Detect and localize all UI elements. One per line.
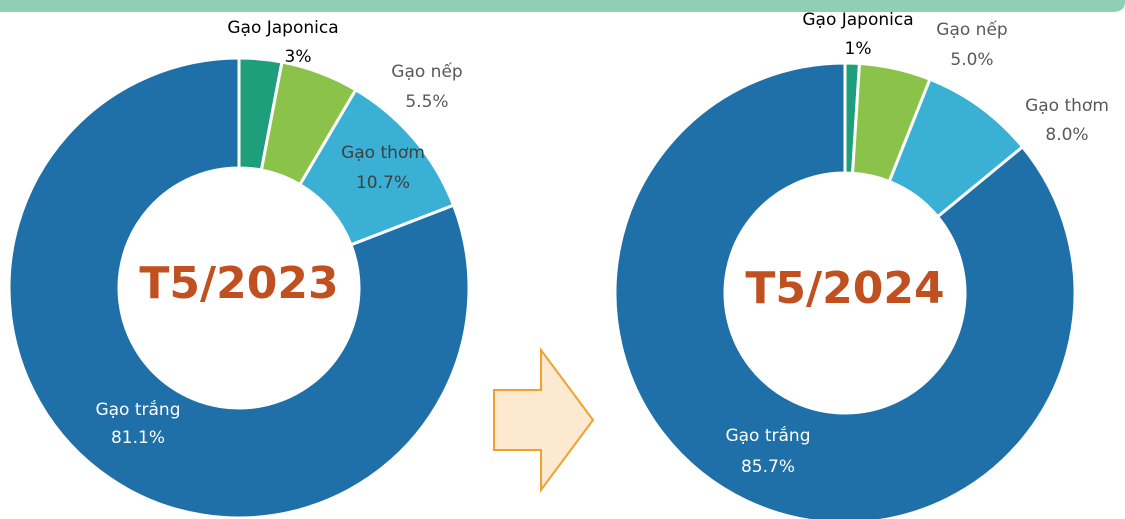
slice-label: Gạo trắng: [95, 399, 180, 420]
value-label: 81.1%: [111, 428, 165, 448]
wedge: [7, 56, 471, 519]
slice-label: Gạo nếp: [936, 19, 1007, 40]
slice-label: Gạo thơm: [341, 143, 425, 163]
slice-label: Gạo Japonica: [802, 10, 913, 30]
wedge: [613, 61, 1077, 519]
value-label: 5.0%: [950, 50, 993, 70]
value-label: 1%: [845, 39, 872, 59]
slice-label: Gạo Japonica: [227, 18, 338, 38]
value-label: 10.7%: [356, 173, 410, 193]
center-title: T5/2024: [745, 263, 944, 314]
value-label: 5.5%: [405, 92, 448, 112]
slice-label: Gạo nếp: [391, 61, 462, 82]
slice-label: Gạo thơm: [1025, 96, 1109, 116]
value-label: 3%: [285, 47, 312, 67]
slice-label: Gạo trắng: [725, 425, 810, 446]
arrow: [493, 346, 595, 494]
header-bar: [0, 0, 1125, 12]
center-title: T5/2023: [139, 258, 338, 309]
value-label: 85.7%: [741, 457, 795, 477]
value-label: 8.0%: [1045, 125, 1088, 145]
